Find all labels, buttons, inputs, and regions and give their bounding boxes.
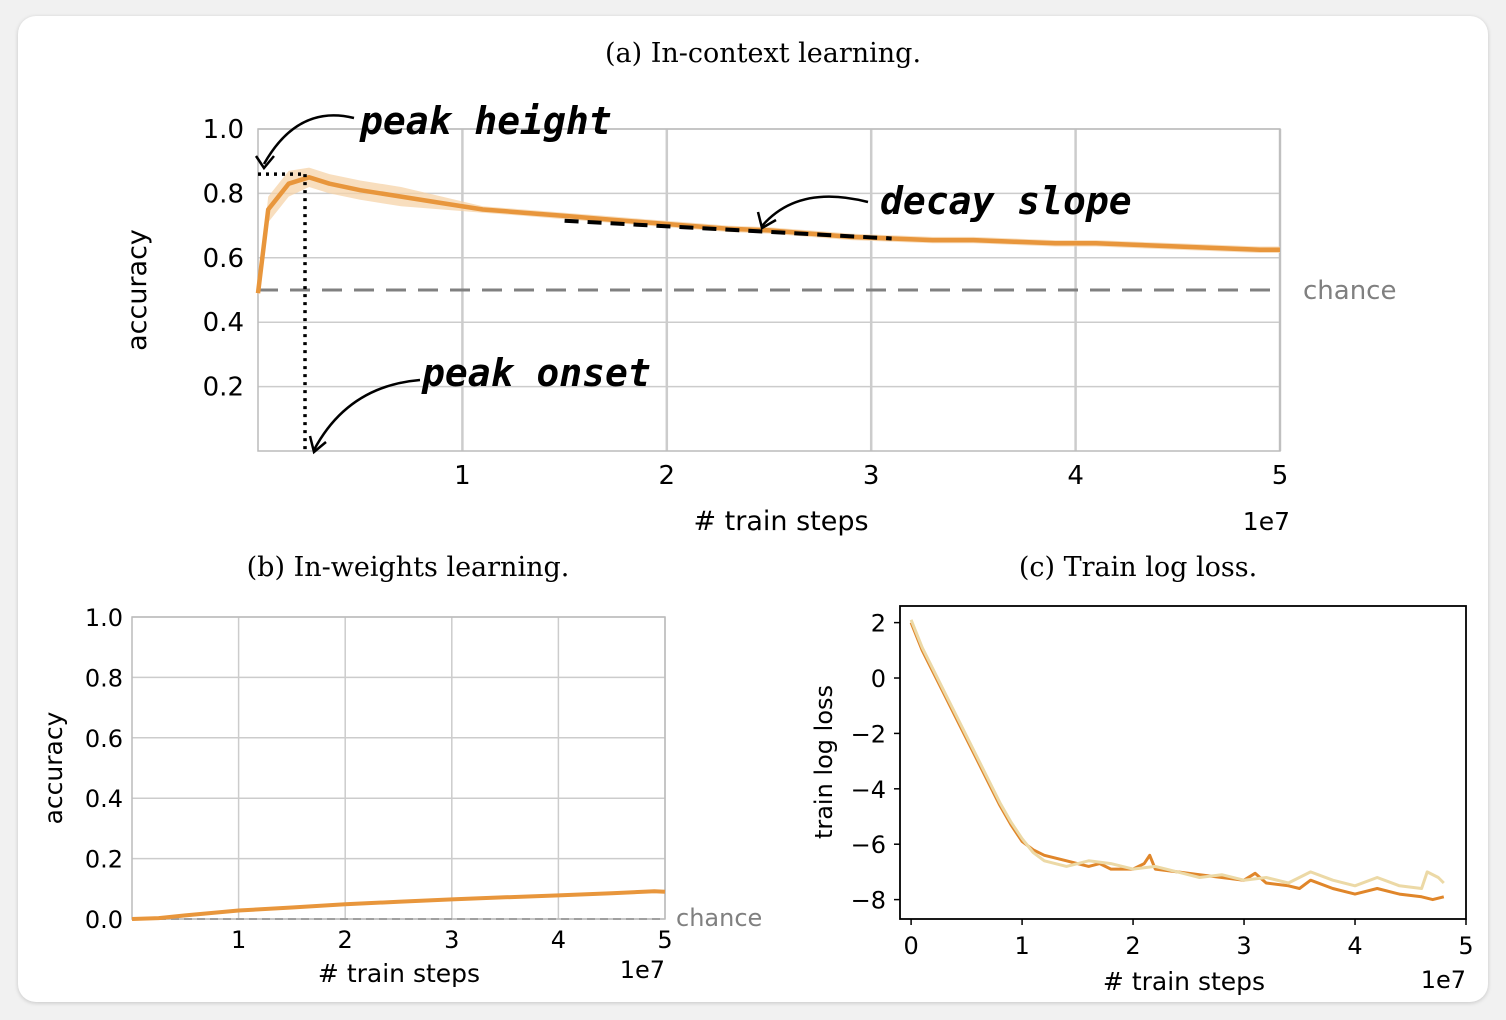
panel-b-xtick-label: 2 — [338, 926, 353, 954]
panel-b-ytick-label: 0.6 — [85, 725, 123, 753]
panel-a-xticks: 1 2 3 4 5 — [454, 461, 1288, 491]
panel-b-chance-label: chance — [676, 904, 762, 932]
panel-a-ytick-label: 0.2 — [203, 373, 244, 403]
panel-b-xtick-label: 1 — [231, 926, 246, 954]
decay-slope-annotation: decay slope — [880, 179, 1132, 223]
panel-a-ytick-label: 0.8 — [203, 179, 244, 209]
panel-c-xticks: 0 1 2 3 4 5 — [903, 919, 1474, 960]
panel-b-xtick-label: 3 — [444, 926, 459, 954]
panel-c-xtick-label: 0 — [903, 932, 918, 960]
panel-a-chance-label: chance — [1303, 276, 1396, 306]
panel-b-ytick-label: 0.4 — [85, 785, 123, 813]
peak-height-annotation: peak height — [359, 99, 612, 143]
panel-c-title: (c) Train log loss. — [1019, 552, 1257, 583]
panel-c-xtick-label: 2 — [1125, 932, 1140, 960]
panel-c-ytick-label: −4 — [851, 776, 886, 804]
panel-a-ytick-label: 0.6 — [203, 244, 244, 274]
peak-height-arrowhead — [254, 155, 275, 171]
panel-b-xticks: 1 2 3 4 5 — [231, 926, 673, 954]
panel-c-ytick-label: −8 — [851, 887, 886, 915]
panel-c-ytick-label: −6 — [851, 831, 886, 859]
panel-c-loss-line-light — [909, 619, 1445, 890]
panel-b-x-offset: 1e7 — [620, 956, 665, 984]
figure-svg: (a) In-context learning. 0.2 0.4 0.6 0.8 1.0… — [39, 38, 1474, 996]
panel-a-yticks: 0.2 0.4 0.6 0.8 1.0 — [203, 115, 244, 403]
panel-a-ytick-label: 0.4 — [203, 308, 244, 338]
panel-c-xtick-label: 3 — [1236, 932, 1251, 960]
panel-a-ylabel: accuracy — [122, 229, 153, 351]
decay-slope-dashed-line — [564, 218, 892, 241]
panel-b-accuracy-line — [131, 889, 666, 921]
panel-c: (c) Train log loss. 2 0 −2 −4 −6 −8 0 1 2 3 4 5 tr… — [810, 552, 1474, 996]
panel-b-ytick-label: 1.0 — [85, 604, 123, 632]
panel-a-title: (a) In-context learning. — [605, 38, 921, 69]
panel-b-ytick-label: 0.0 — [85, 906, 123, 934]
panel-c-xtick-label: 5 — [1458, 932, 1473, 960]
panel-c-loss-line-dark — [909, 622, 1445, 902]
panel-c-ytick-label: 0 — [871, 665, 886, 693]
panel-c-ytick-label: 2 — [871, 610, 886, 638]
panel-a-xlabel: # train steps — [693, 506, 868, 537]
peak-onset-arrow — [312, 378, 421, 451]
panel-a-xtick-label: 1 — [454, 461, 471, 491]
panel-a: (a) In-context learning. 0.2 0.4 0.6 0.8 1.0… — [122, 38, 1396, 537]
panel-b-title: (b) In-weights learning. — [247, 552, 570, 583]
panel-b: (b) In-weights learning. 0.0 0.2 0.4 0.6 0.8… — [39, 552, 762, 988]
decay-slope-arrowhead — [756, 211, 777, 230]
panel-b-xlabel: # train steps — [318, 959, 480, 988]
panel-b-ytick-label: 0.8 — [85, 664, 123, 692]
peak-height-arrow — [262, 114, 355, 165]
decay-slope-arrow — [761, 195, 869, 227]
panel-b-yticks: 0.0 0.2 0.4 0.6 0.8 1.0 — [85, 604, 123, 934]
panel-c-xlabel: # train steps — [1103, 967, 1265, 996]
panel-c-xtick-label: 1 — [1014, 932, 1029, 960]
peak-onset-arrowhead — [308, 435, 327, 455]
peak-onset-annotation: peak onset — [421, 351, 651, 395]
panel-b-grid — [132, 616, 666, 920]
panel-a-ytick-label: 1.0 — [203, 115, 244, 145]
panel-b-ylabel: accuracy — [39, 711, 68, 824]
panel-c-yticks: 2 0 −2 −4 −6 −8 — [851, 610, 900, 915]
panel-c-xtick-label: 4 — [1347, 932, 1362, 960]
panel-b-ytick-label: 0.2 — [85, 846, 123, 874]
panel-c-frame — [899, 605, 1467, 920]
panel-b-frame — [131, 616, 666, 920]
panel-a-xtick-label: 5 — [1272, 461, 1289, 491]
panel-c-ylabel: train log loss — [810, 685, 838, 839]
panel-a-xtick-label: 4 — [1067, 461, 1084, 491]
panel-a-xtick-label: 3 — [863, 461, 880, 491]
panel-b-xtick-label: 4 — [551, 926, 566, 954]
panel-a-xtick-label: 2 — [659, 461, 676, 491]
panel-c-ytick-label: −2 — [851, 720, 886, 748]
panel-c-x-offset: 1e7 — [1421, 966, 1466, 994]
figure-card: (a) In-context learning. 0.2 0.4 0.6 0.8 1.0… — [18, 16, 1488, 1002]
panel-a-x-offset: 1e7 — [1243, 507, 1290, 536]
panel-b-xtick-label: 5 — [657, 926, 672, 954]
